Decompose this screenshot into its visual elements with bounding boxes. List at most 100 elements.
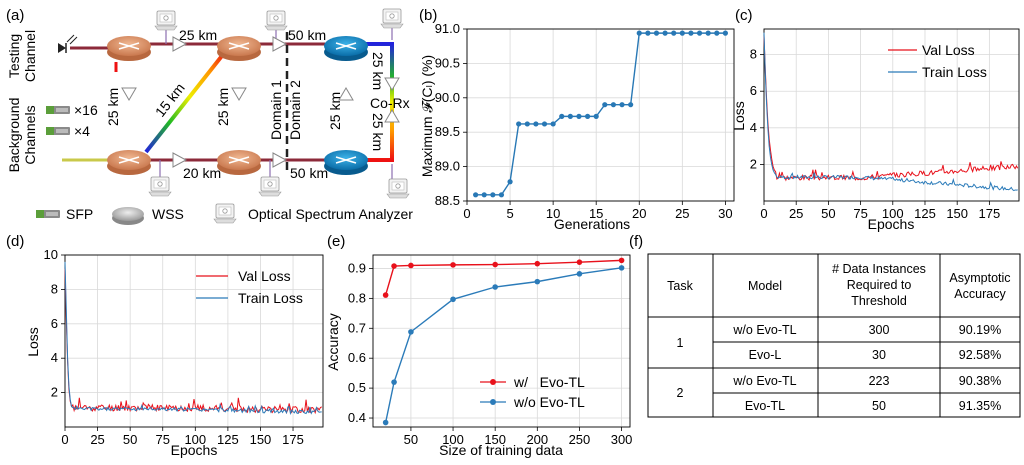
data-point <box>576 113 582 119</box>
accuracy-cell: 90.38% <box>959 374 1001 388</box>
task-cell: 2 <box>677 386 684 400</box>
x-tick-label: 200 <box>526 432 548 447</box>
osa-legend-icon <box>213 203 237 224</box>
sfp-count-4: ×4 <box>74 123 90 139</box>
sfp-icon <box>46 106 70 114</box>
x-tick-label: 10 <box>546 206 560 221</box>
accuracy-cell: 92.58% <box>959 348 1001 362</box>
chart-d-axes: 0 25 50 75 100 125 150 175 2 4 6 8 10 <box>44 247 324 447</box>
testing-channel-line1: Testing <box>6 34 22 78</box>
span-label: 15 km <box>152 80 188 120</box>
data-point <box>391 263 397 269</box>
data-point <box>516 121 522 127</box>
y-tick-label: 88.5 <box>435 193 460 208</box>
data-point <box>671 30 677 36</box>
table-grid <box>647 253 1021 418</box>
data-point <box>408 329 414 335</box>
y-tick-label: 0.7 <box>348 320 366 335</box>
chart-c-xlabel: Epochs <box>868 216 915 232</box>
data-point <box>593 113 599 119</box>
legend-sfp-label: SFP <box>66 206 93 222</box>
x-tick-label: 0 <box>463 206 470 221</box>
y-tick-label: 8 <box>51 281 58 296</box>
wss-router-2 <box>217 36 261 61</box>
task-cell: 1 <box>677 336 684 350</box>
wss-legend-icon <box>112 207 144 225</box>
span-label: 25 km <box>179 27 217 43</box>
data-point <box>391 379 397 385</box>
chart-e: (e) 50 100 150 200 250 3000.40.50.60.70.80.9 … <box>325 233 632 458</box>
panel-label-b: (b) <box>419 7 437 24</box>
data-point <box>541 121 548 127</box>
legend-marker-with <box>490 379 496 385</box>
data-point <box>688 30 694 36</box>
wss-router-3 <box>324 36 368 61</box>
chart-e-axes: 50 100 150 200 250 300 0.4 0.5 0.6 0.7 0.8 0.9 <box>348 254 632 447</box>
wss-router-6 <box>324 150 368 175</box>
span-label: 25 km <box>105 88 121 126</box>
y-tick-label: 0.8 <box>348 290 366 305</box>
x-tick-label: 75 <box>853 206 867 221</box>
y-tick-label: 90.5 <box>435 55 460 70</box>
chart-b-axes: 0 5 10 15 20 25 30 88.5 89.0 89.5 90.0 90.5 91.0 <box>435 21 735 221</box>
sfp-icon <box>36 210 60 218</box>
laser-diode-icon <box>58 34 78 53</box>
data-point <box>618 265 625 271</box>
instances-cell: 30 <box>872 348 886 362</box>
results-table: (f) Task Model # Data Instances Required… <box>629 233 1021 418</box>
header-model: Model <box>748 279 782 293</box>
osa-icon <box>148 176 172 197</box>
data-point <box>584 113 591 119</box>
x-tick-label: 15 <box>589 206 603 221</box>
data-point <box>492 284 498 290</box>
chart-b-ylabel: Maximum 𝓕(Cₗ) (%) <box>419 55 435 177</box>
series-line <box>475 32 726 196</box>
x-tick-label: 100 <box>442 432 464 447</box>
amplifiers <box>121 36 400 168</box>
domain-1-label: Domain 1 <box>268 80 284 140</box>
x-tick-label: 50 <box>404 432 418 447</box>
x-tick-label: 125 <box>217 432 239 447</box>
wss-router-5 <box>217 150 261 175</box>
accuracy-cell: 91.35% <box>959 399 1001 413</box>
x-tick-label: 20 <box>632 206 646 221</box>
y-tick-label: 6 <box>51 316 58 331</box>
span-label: 50 km <box>288 27 326 43</box>
chart-c-ylabel: Loss <box>731 101 747 131</box>
domain-2-label: Domain 2 <box>287 80 303 140</box>
x-tick-label: 150 <box>484 432 506 447</box>
series-line <box>384 259 622 296</box>
data-point <box>473 192 479 198</box>
chart-e-legend: w/ Evo-TL w/o Evo-TL <box>480 374 585 410</box>
sfp-icon <box>46 127 70 135</box>
osa-icon <box>264 10 288 31</box>
y-tick-label: 2 <box>51 385 58 400</box>
data-point <box>498 192 505 198</box>
y-tick-label: 90.0 <box>435 90 460 105</box>
x-tick-label: 100 <box>184 432 206 447</box>
header-accuracy: Accuracy <box>954 287 1006 301</box>
background-channels-line1: Background <box>6 98 22 173</box>
data-point <box>645 30 651 36</box>
y-tick-label: 4 <box>750 120 757 135</box>
panel-label-a: (a) <box>6 7 24 24</box>
y-tick-label: 0.5 <box>348 380 366 395</box>
data-point <box>722 30 728 36</box>
model-cell: w/o Evo-TL <box>732 374 796 388</box>
co-rx-label: Co-Rx <box>370 95 410 111</box>
series-line-train-loss <box>64 261 322 416</box>
x-tick-label: 50 <box>821 206 835 221</box>
chart-b: (b) 0 5 10 15 20 25 30 88.5 89.0 89.5 90.0 90.5 91.0… <box>419 7 735 232</box>
legend-wss-label: WSS <box>152 206 184 222</box>
data-point <box>628 102 634 108</box>
sfp-count-16: ×16 <box>74 102 98 118</box>
instances-cell: 300 <box>869 323 890 337</box>
panel-label-c: (c) <box>735 7 753 24</box>
legend-label-val: Val Loss <box>238 268 291 284</box>
header-instances: # Data Instances <box>832 262 926 276</box>
span-label: 25 km <box>370 113 386 151</box>
data-point <box>450 296 456 303</box>
x-tick-label: 30 <box>718 206 732 221</box>
